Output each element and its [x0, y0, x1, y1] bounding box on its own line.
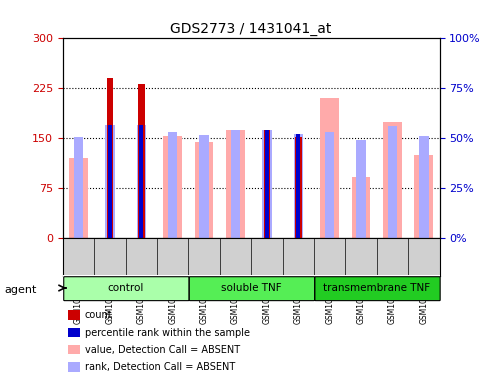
- Bar: [140, 125, 143, 238]
- Bar: [105, 125, 114, 238]
- Text: percentile rank within the sample: percentile rank within the sample: [85, 328, 250, 338]
- FancyBboxPatch shape: [64, 277, 189, 301]
- Bar: [107, 78, 113, 238]
- Text: rank, Detection Call = ABSENT: rank, Detection Call = ABSENT: [85, 362, 235, 372]
- Bar: [226, 130, 245, 238]
- Bar: [195, 142, 213, 238]
- Text: soluble TNF: soluble TNF: [221, 283, 282, 293]
- Bar: [356, 139, 366, 238]
- Bar: [199, 135, 209, 238]
- Text: agent: agent: [5, 285, 37, 295]
- FancyBboxPatch shape: [315, 277, 440, 301]
- Bar: [265, 130, 269, 238]
- Text: value, Detection Call = ABSENT: value, Detection Call = ABSENT: [85, 345, 240, 355]
- Bar: [163, 136, 182, 238]
- Bar: [294, 134, 303, 238]
- Bar: [231, 129, 240, 238]
- Title: GDS2773 / 1431041_at: GDS2773 / 1431041_at: [170, 22, 332, 36]
- Bar: [69, 158, 88, 238]
- Text: transmembrane TNF: transmembrane TNF: [323, 283, 430, 293]
- Bar: [419, 136, 428, 238]
- Bar: [383, 122, 402, 238]
- Text: count: count: [85, 310, 112, 320]
- Bar: [325, 132, 334, 238]
- Bar: [168, 132, 177, 238]
- Text: control: control: [107, 283, 144, 293]
- Bar: [74, 137, 83, 238]
- Bar: [295, 137, 301, 238]
- FancyBboxPatch shape: [189, 277, 314, 301]
- Bar: [262, 129, 271, 238]
- Bar: [137, 125, 146, 238]
- Bar: [320, 98, 339, 238]
- Bar: [388, 126, 397, 238]
- Bar: [352, 177, 370, 238]
- Bar: [108, 125, 112, 238]
- Bar: [414, 155, 433, 238]
- Bar: [264, 130, 270, 238]
- Bar: [138, 84, 144, 238]
- Bar: [297, 134, 300, 238]
